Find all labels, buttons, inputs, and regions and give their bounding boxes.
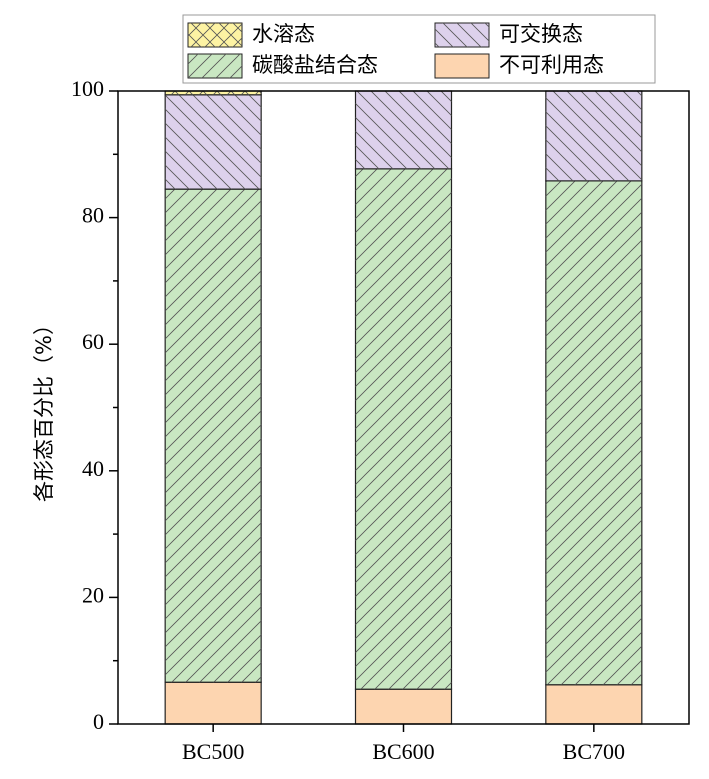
legend-hatch [188,54,242,78]
bar-hatch [165,91,262,95]
bar-hatch [355,91,452,169]
bar-hatch [355,168,452,690]
legend-box [182,14,656,84]
legend-hatch [188,23,242,47]
bar-hatch [545,684,642,724]
legend-label: 碳酸盐结合态 [252,53,378,77]
y-tick-label: 80 [82,203,104,228]
y-tick-label: 40 [82,456,104,481]
y-axis-label: 各形态百分比（%） [32,314,56,502]
x-tick-label: BC500 [182,739,244,764]
y-tick-label: 100 [71,76,104,101]
y-tick-label: 20 [82,582,104,607]
legend-hatch [435,54,489,78]
legend-label: 不可利用态 [499,53,604,77]
plot-frame [117,90,690,725]
x-tick-label: BC700 [563,739,625,764]
y-tick-label: 60 [82,329,104,354]
bar-hatch [545,180,642,685]
x-tick-label: BC600 [372,739,434,764]
legend-label: 水溶态 [252,22,315,46]
y-tick-label: 0 [93,709,104,734]
bar-hatch [355,689,452,724]
bar-hatch [165,682,262,724]
bar-hatch [165,189,262,683]
legend-hatch [435,23,489,47]
bar-hatch [545,91,642,181]
legend-label: 可交换态 [499,22,583,46]
bar-hatch [165,94,262,190]
